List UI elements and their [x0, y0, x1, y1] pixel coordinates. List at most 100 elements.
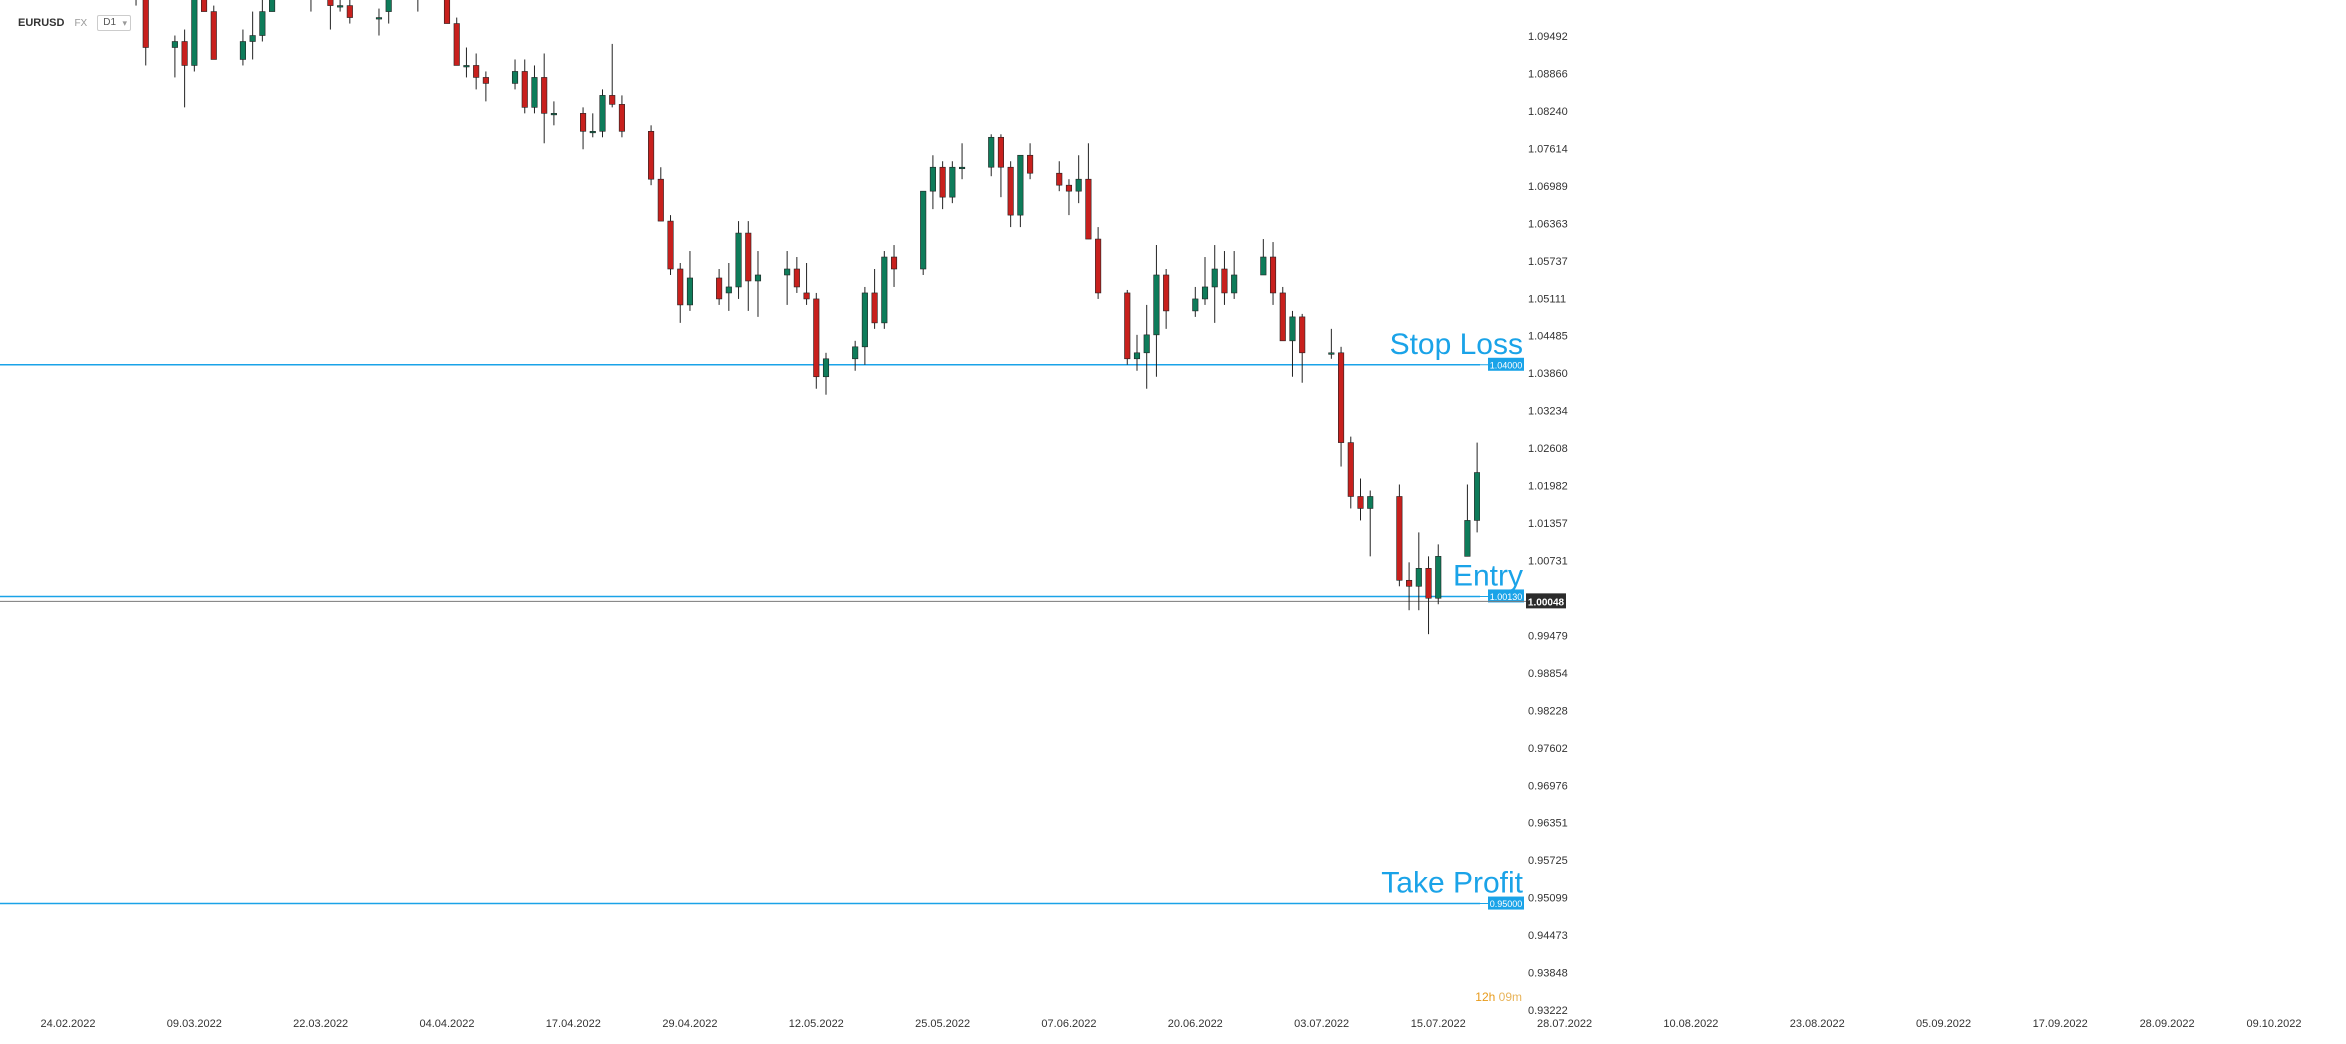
candle-down	[1425, 568, 1432, 599]
candle-down	[580, 113, 587, 132]
candles	[135, 0, 2044, 655]
candle-up	[1824, 622, 1830, 624]
y-tick-label: 1.03860	[1528, 368, 1568, 380]
candle-up	[1912, 631, 1918, 634]
y-tick-label: 0.96976	[1528, 780, 1568, 792]
candle-up	[735, 232, 742, 288]
level-label: Stop Loss	[1390, 328, 1523, 361]
candle-up	[1883, 592, 1889, 604]
y-tick-label: 1.05737	[1528, 256, 1568, 268]
y-tick-label: 1.05111	[1528, 293, 1566, 305]
timeframe-select[interactable]: D1	[97, 15, 132, 31]
y-tick-label: 1.08866	[1528, 68, 1568, 80]
candle-up	[1494, 467, 1500, 497]
candle-down	[1124, 292, 1131, 360]
candle-up	[531, 77, 538, 108]
candle-up	[1328, 352, 1335, 355]
candle-down	[1338, 352, 1345, 443]
x-tick-label: 09.10.2022	[2246, 1018, 2301, 1030]
bar-countdown: 12h 09m	[1475, 990, 1522, 1004]
symbol-label[interactable]: EURUSD	[18, 17, 65, 29]
candle-down	[327, 0, 334, 6]
candle-up	[949, 166, 956, 198]
y-tick-label: 0.98228	[1528, 705, 1568, 717]
candle-down	[890, 256, 898, 270]
candle-up	[1873, 604, 1879, 628]
candle-down	[1027, 154, 1034, 174]
candle-up	[754, 274, 762, 282]
candle-up	[1211, 268, 1218, 288]
candle-down	[482, 77, 489, 84]
candle-up	[929, 166, 936, 192]
level-label: Take Profit	[1381, 867, 1523, 900]
x-tick-label: 10.08.2022	[1663, 1018, 1718, 1030]
candle-up	[1756, 496, 1762, 502]
candle-up	[1892, 574, 1898, 592]
candle-up	[852, 346, 859, 360]
y-tick-label: 1.04485	[1528, 331, 1568, 343]
candle-up	[988, 136, 995, 168]
candle-up	[822, 358, 830, 378]
candle-up	[1630, 461, 1636, 509]
candle-up	[1289, 316, 1296, 342]
candle-down	[997, 136, 1004, 168]
candle-up	[1367, 496, 1374, 509]
candle-down	[541, 77, 548, 114]
candle-down	[1902, 574, 1908, 634]
x-tick-label: 05.09.2022	[1916, 1018, 1971, 1030]
level-price-label: 0.95000	[1490, 899, 1523, 909]
candle-down	[181, 41, 188, 66]
y-tick-label: 0.93848	[1528, 968, 1568, 980]
candle-up	[784, 268, 791, 276]
candle-up	[959, 166, 966, 170]
candle-up	[589, 131, 596, 134]
y-tick-label: 1.01982	[1528, 481, 1568, 493]
candle-up	[2038, 565, 2044, 574]
candle-up	[1192, 298, 1199, 312]
y-tick-label: 1.07614	[1528, 143, 1568, 155]
x-tick-label: 24.02.2022	[40, 1018, 95, 1030]
candle-down	[871, 292, 878, 324]
candle-up	[385, 0, 392, 12]
candle-up	[1815, 622, 1821, 640]
candle-down	[521, 71, 528, 108]
x-tick-label: 03.07.2022	[1294, 1018, 1349, 1030]
candle-down	[1737, 449, 1743, 509]
x-tick-label: 12.05.2022	[789, 1018, 844, 1030]
candle-up	[1678, 479, 1684, 491]
candle-down	[346, 5, 353, 18]
candle-down	[1085, 178, 1092, 240]
candle-up	[686, 277, 694, 306]
x-tick-label: 17.09.2022	[2033, 1018, 2088, 1030]
candle-up	[239, 41, 246, 60]
candle-up	[1201, 286, 1209, 300]
y-tick-label: 1.06363	[1528, 218, 1568, 230]
candle-up	[920, 190, 927, 270]
candle-up	[511, 71, 519, 84]
candle-down	[1640, 461, 1646, 497]
countdown-minutes: 09m	[1499, 990, 1522, 1004]
candle-up	[269, 0, 276, 12]
y-tick-label: 0.95725	[1528, 855, 1568, 867]
x-tick-label: 28.07.2022	[1537, 1018, 1592, 1030]
candle-up	[881, 256, 888, 324]
candle-up	[375, 17, 383, 20]
candle-down	[677, 268, 684, 306]
candle-up	[1143, 334, 1150, 354]
y-tick-label: 0.94473	[1528, 930, 1568, 942]
candle-down	[745, 232, 752, 282]
candle-down	[1941, 649, 1947, 652]
candle-down	[1620, 496, 1626, 508]
y-tick-label: 1.01357	[1528, 518, 1568, 530]
candle-down	[1951, 652, 1957, 655]
candle-up	[1698, 413, 1704, 425]
level-label: Entry	[1453, 559, 1523, 592]
candle-up	[1260, 256, 1267, 276]
candle-up	[1075, 178, 1082, 192]
candle-down	[473, 65, 480, 78]
candle-down	[716, 277, 723, 300]
candle-down	[1056, 172, 1063, 186]
candle-down	[1095, 238, 1102, 294]
